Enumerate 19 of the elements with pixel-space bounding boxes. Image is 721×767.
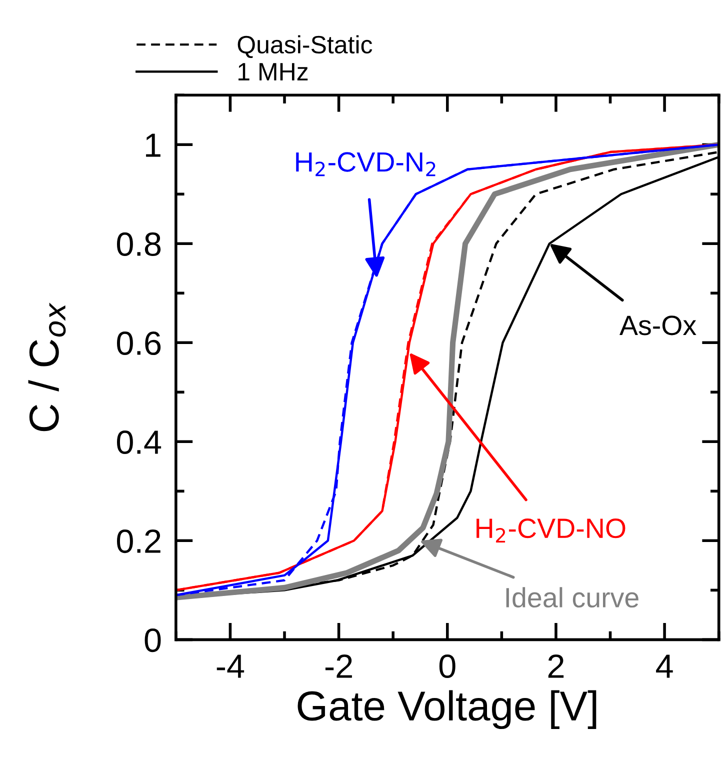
y-tick-label: 1 [146, 134, 160, 157]
x-tick-label: -2 [325, 654, 352, 678]
y-tick-label: 0.6 [117, 331, 161, 356]
x-tick-label: -4 [216, 654, 244, 678]
x-tick-label: 2 [548, 654, 564, 678]
legend-label: Quasi-Static [238, 35, 372, 58]
x-axis-title: Gate Voltage [V] [298, 690, 596, 730]
annotation: H$_{2}$-CVD-N$_{2}$ [296, 152, 436, 176]
y-tick-label: 0 [144, 628, 161, 652]
y-tick-label: 0.4 [117, 430, 162, 454]
annotation: H$_{2}$-CVD-NO [476, 518, 626, 542]
legend-label: 1 MHz [238, 63, 308, 80]
x-tick-label: 4 [656, 654, 673, 678]
y-tick-label: 0.2 [117, 529, 160, 554]
annotation: Ideal curve [506, 587, 638, 608]
y-tick-label: 0.8 [117, 232, 161, 256]
annotation: As-Ox [620, 316, 696, 336]
x-tick-label: 0 [439, 654, 456, 678]
y-axis-title: C / C$_{ox}$ [28, 302, 66, 432]
